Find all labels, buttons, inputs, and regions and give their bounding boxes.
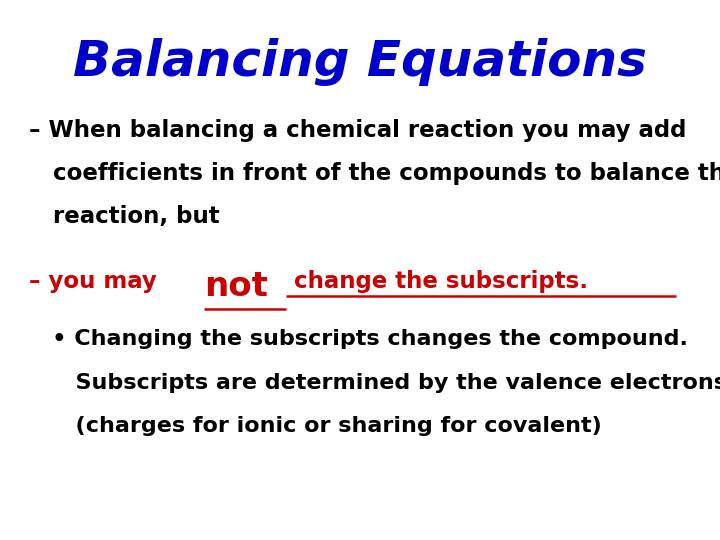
Text: coefficients in front of the compounds to balance the: coefficients in front of the compounds t…	[29, 162, 720, 185]
Text: change the subscripts.: change the subscripts.	[287, 270, 588, 293]
Text: – you may: – you may	[29, 270, 165, 293]
Text: Subscripts are determined by the valence electrons: Subscripts are determined by the valence…	[29, 373, 720, 393]
Text: (charges for ionic or sharing for covalent): (charges for ionic or sharing for covale…	[29, 416, 601, 436]
Text: • Changing the subscripts changes the compound.: • Changing the subscripts changes the co…	[29, 329, 688, 349]
Text: not: not	[204, 270, 268, 303]
Text: – When balancing a chemical reaction you may add: – When balancing a chemical reaction you…	[29, 119, 686, 142]
Text: reaction, but: reaction, but	[29, 205, 220, 228]
Text: Balancing Equations: Balancing Equations	[73, 38, 647, 86]
